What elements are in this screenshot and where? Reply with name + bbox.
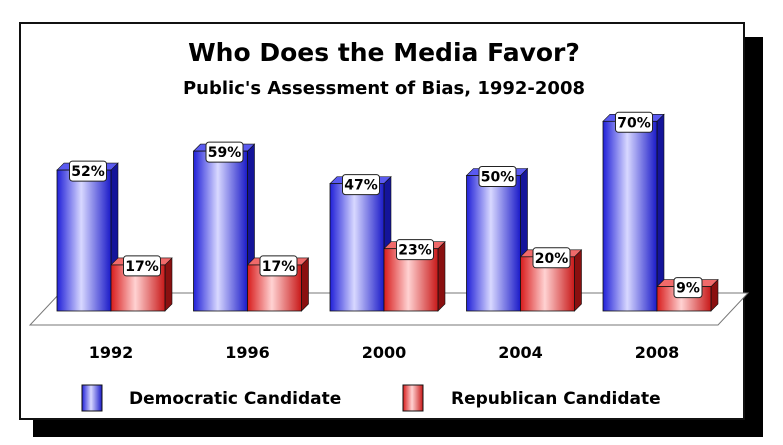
value-label-republican-1992: 17%: [125, 259, 159, 275]
legend-label-democratic: Democratic Candidate: [129, 389, 341, 409]
bar-side-republican-2004: [574, 249, 582, 312]
x-tick-label-2008: 2008: [635, 343, 680, 362]
value-label-republican-1996: 17%: [262, 259, 296, 275]
bar-side-republican-2000: [437, 240, 446, 312]
value-label-democratic-1996: 59%: [208, 145, 242, 161]
value-label-box-democratic-2008: [615, 111, 653, 133]
x-axis-labels: 1992 1996 2000 2004 2008: [89, 343, 680, 362]
value-label-box-republican-1996: [259, 255, 298, 277]
bar-democratic-1992: [56, 169, 112, 312]
bar-side-republican-1996: [301, 257, 309, 312]
value-label-box-republican-2000: [396, 239, 434, 261]
bar-side-republican-1992: [164, 257, 173, 312]
legend-label-republican: Republican Candidate: [451, 389, 661, 409]
x-tick-label-1996: 1996: [225, 343, 270, 362]
x-tick-label-2004: 2004: [498, 343, 543, 362]
bar-democratic-2008: [602, 120, 658, 312]
value-label-box-republican-2008: [673, 277, 703, 299]
value-label-box-democratic-1996: [205, 141, 244, 163]
bars-layer: 52% 17% 59% 17% 47% 23% 50% 20% 70% 9%: [56, 111, 719, 312]
value-label-box-democratic-1992: [69, 160, 107, 182]
legend-swatch-democratic: [81, 384, 103, 412]
bar-democratic-2000: [329, 183, 385, 312]
chart-title: Who Does the Media Favor?: [188, 38, 580, 67]
x-tick-label-1992: 1992: [89, 343, 134, 362]
value-label-democratic-1992: 52%: [71, 164, 105, 180]
bar-democratic-1996: [193, 150, 248, 312]
bar-democratic-2004: [466, 175, 521, 312]
x-tick-label-2000: 2000: [362, 343, 407, 362]
value-label-republican-2008: 9%: [676, 281, 700, 297]
value-label-republican-2004: 20%: [535, 251, 569, 267]
value-label-democratic-2004: 50%: [481, 170, 515, 186]
legend: Democratic Candidate Republican Candidat…: [81, 384, 661, 412]
legend-swatch-republican: [402, 384, 424, 412]
value-label-box-republican-2004: [532, 247, 571, 269]
value-label-democratic-2008: 70%: [617, 115, 651, 131]
value-label-box-democratic-2000: [342, 174, 380, 196]
value-label-republican-2000: 23%: [398, 243, 432, 259]
value-label-box-republican-1992: [123, 255, 161, 277]
value-label-box-democratic-2004: [478, 166, 517, 187]
value-label-democratic-2000: 47%: [344, 178, 378, 194]
chart-subtitle: Public's Assessment of Bias, 1992-2008: [183, 78, 585, 99]
